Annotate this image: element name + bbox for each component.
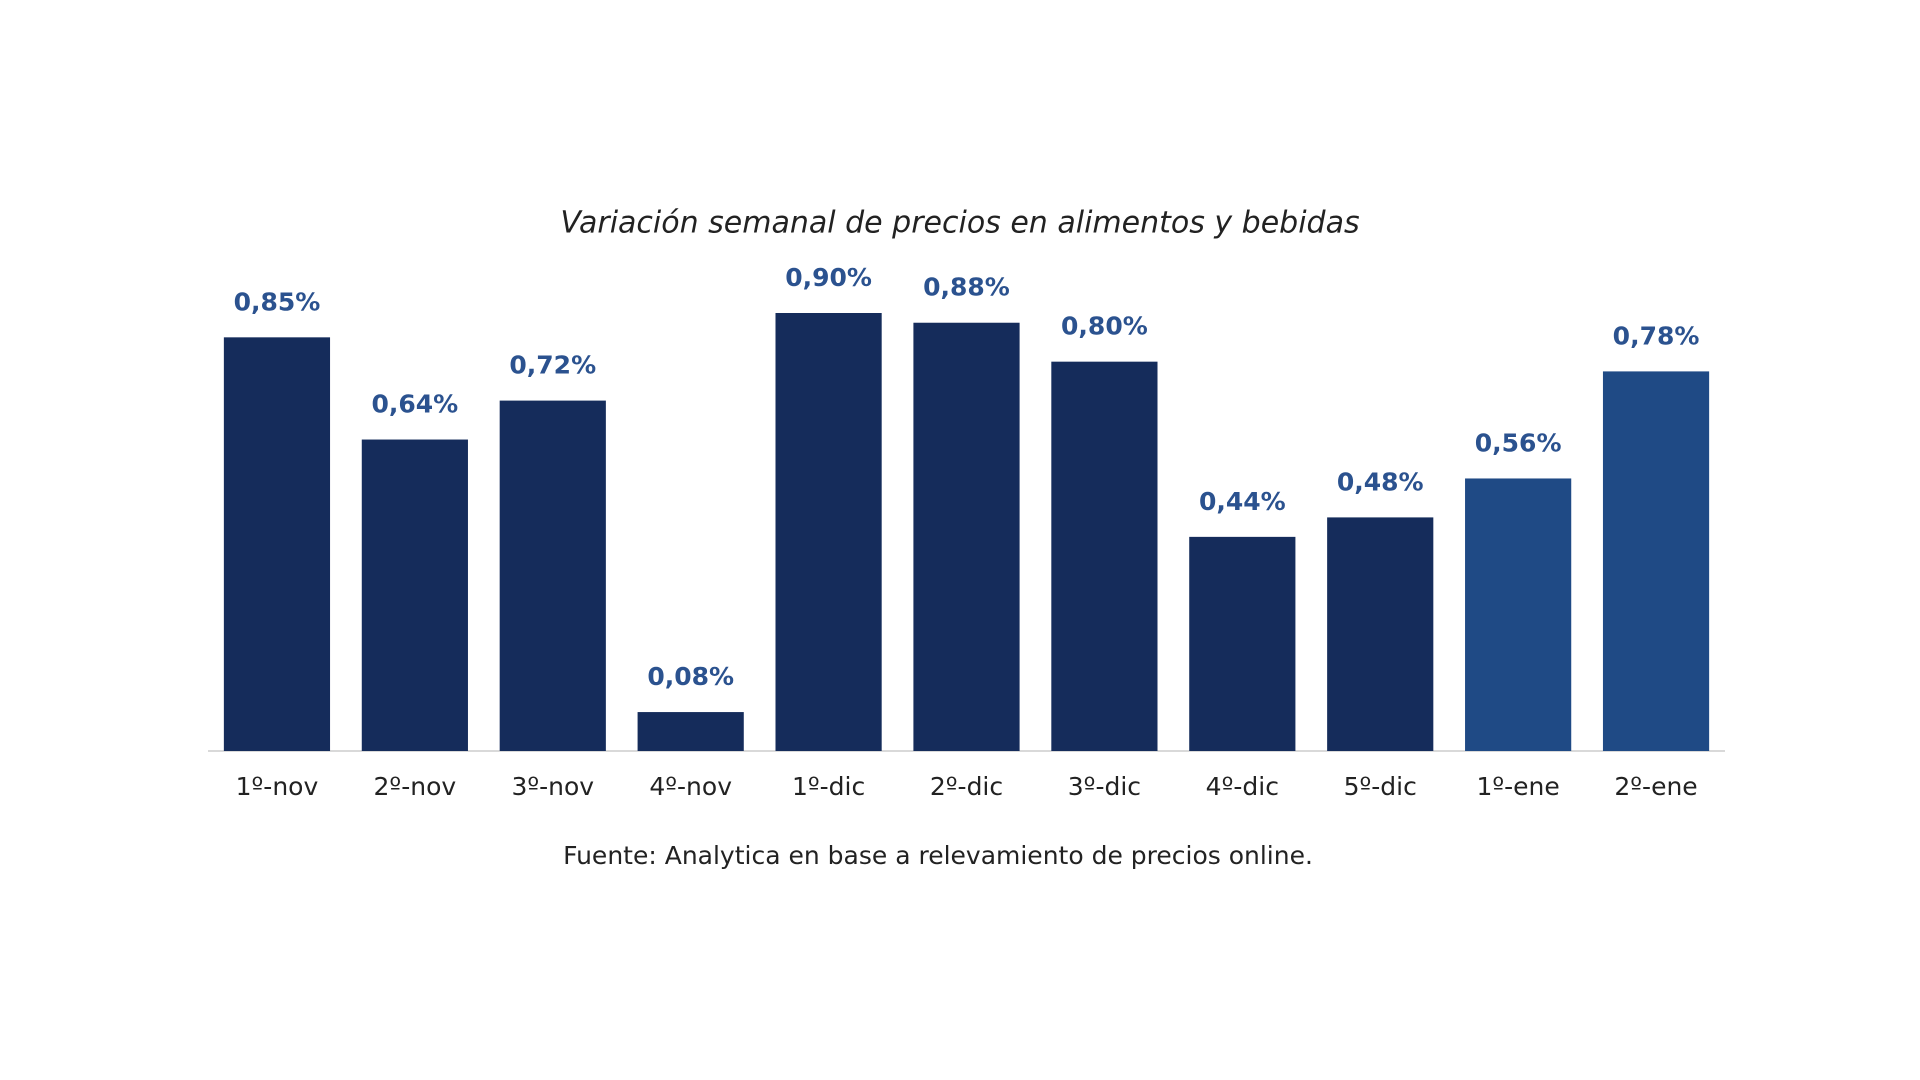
value-label: 0,56% xyxy=(1475,428,1562,457)
x-tick-label: 2º-dic xyxy=(930,772,1003,801)
bar xyxy=(913,322,1020,751)
value-label: 0,85% xyxy=(234,287,321,316)
value-label: 0,88% xyxy=(923,273,1010,302)
bar xyxy=(1051,361,1158,751)
value-label: 0,80% xyxy=(1061,312,1148,341)
value-label: 0,48% xyxy=(1337,467,1424,496)
bar xyxy=(361,439,468,751)
bar xyxy=(1327,517,1434,751)
bar xyxy=(1465,478,1572,751)
x-tick-label: 3º-nov xyxy=(511,772,594,801)
value-label: 0,90% xyxy=(785,263,872,292)
chart-title: Variación semanal de precios en alimento… xyxy=(560,206,1359,241)
bar xyxy=(223,337,331,751)
x-tick-label: 1º-ene xyxy=(1476,772,1559,801)
x-tick-label: 1º-nov xyxy=(236,772,319,801)
bar xyxy=(499,400,606,751)
bar xyxy=(637,712,744,751)
value-label: 0,44% xyxy=(1199,487,1286,516)
bar xyxy=(1602,371,1710,751)
x-tick-label: 4º-nov xyxy=(649,772,732,801)
x-tick-label: 2º-ene xyxy=(1614,772,1697,801)
source-note: Fuente: Analytica en base a relevamiento… xyxy=(563,841,1313,870)
value-label: 0,64% xyxy=(371,390,458,419)
x-tick-label: 3º-dic xyxy=(1068,772,1141,801)
x-tick-label: 5º-dic xyxy=(1344,772,1417,801)
value-label: 0,08% xyxy=(647,662,734,691)
x-tick-label: 2º-nov xyxy=(374,772,457,801)
x-tick-label: 1º-dic xyxy=(792,772,865,801)
value-label: 0,72% xyxy=(509,351,596,380)
bar xyxy=(775,313,882,751)
x-tick-label: 4º-dic xyxy=(1206,772,1279,801)
bar xyxy=(1189,536,1296,751)
value-label: 0,78% xyxy=(1613,321,1700,350)
